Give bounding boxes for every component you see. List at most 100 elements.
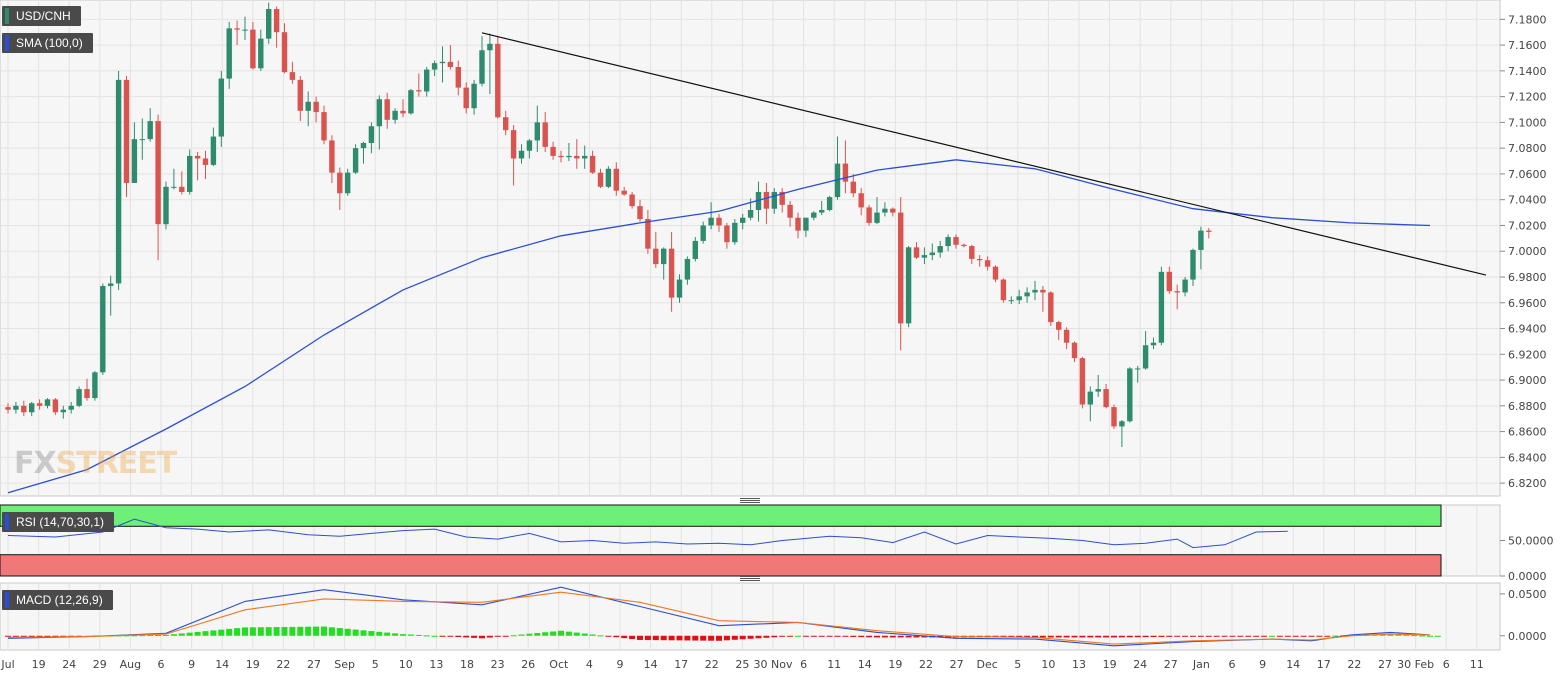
candle-down xyxy=(510,130,517,159)
price-y-tick-label: 6.8800 xyxy=(1508,400,1547,413)
macd-hist-bar-neg xyxy=(5,635,11,637)
candle-up xyxy=(92,372,98,399)
x-tick-label: 19 xyxy=(1103,658,1117,671)
macd-hist-bar-neg xyxy=(1324,635,1331,637)
x-tick-label: Oct xyxy=(549,658,569,671)
macd-hist-bar-neg xyxy=(471,635,478,638)
rsi-label[interactable]: RSI (14,70,30,1) xyxy=(2,512,115,532)
symbol-label[interactable]: USD/CNH xyxy=(2,6,81,26)
macd-hist-bar-neg xyxy=(1229,635,1236,637)
candle-down xyxy=(273,9,280,33)
macd-hist-bar-neg xyxy=(1055,635,1062,638)
rsi-y-tick-label: 50.0000 xyxy=(1508,535,1554,548)
candle-down xyxy=(123,79,130,183)
macd-y-tick-label: 0.0500 xyxy=(1508,588,1547,601)
macd-hist-bar-pos xyxy=(139,635,146,637)
macd-hist-bar-neg xyxy=(1300,635,1307,637)
macd-hist-bar-neg xyxy=(1008,635,1015,638)
macd-hist-bar-neg xyxy=(1197,635,1204,637)
x-tick-label: 14 xyxy=(215,658,229,671)
macd-hist-bar-neg xyxy=(771,635,778,638)
candle-down xyxy=(866,207,872,223)
macd-hist-bar-pos xyxy=(273,627,280,636)
macd-hist-bar-neg xyxy=(905,635,912,638)
candle-down xyxy=(321,112,327,141)
sma-label[interactable]: SMA (100,0) xyxy=(2,33,93,53)
macd-pane-bg xyxy=(0,582,1501,651)
candle-up xyxy=(882,208,888,213)
macd-hist-bar-pos xyxy=(368,631,375,636)
candle-down xyxy=(455,66,461,88)
macd-label[interactable]: MACD (12,26,9) xyxy=(2,590,113,610)
candle-down xyxy=(234,28,240,30)
macd-color-swatch xyxy=(5,592,9,608)
macd-hist-bar-pos xyxy=(344,628,351,636)
x-tick-label: 24 xyxy=(62,658,76,671)
sma-line xyxy=(7,159,1431,494)
candle-up xyxy=(431,63,438,70)
macd-hist-bar-pos xyxy=(194,631,201,636)
macd-hist-bar-pos xyxy=(510,635,517,637)
rsi-line xyxy=(7,518,1288,549)
candle-up xyxy=(479,50,485,84)
pane-resize-handle-1[interactable] xyxy=(740,498,760,503)
candle-up xyxy=(905,247,912,324)
candle-up xyxy=(218,78,224,137)
macd-hist-bar-neg xyxy=(660,635,667,641)
candle-up xyxy=(605,168,612,187)
candle-down xyxy=(1048,292,1054,323)
x-tick-label: 19 xyxy=(32,658,46,671)
x-tick-label: 26 xyxy=(521,658,535,671)
candle-up xyxy=(471,83,477,109)
rsi-y-tick-label: 0.0000 xyxy=(1508,570,1547,583)
macd-hist-bar-neg xyxy=(755,635,762,639)
x-tick-label: 30 Nov xyxy=(754,658,793,671)
macd-hist-bar-pos xyxy=(226,628,233,636)
candle-up xyxy=(258,38,264,69)
candle-down xyxy=(297,79,303,111)
pane-resize-handle-2[interactable] xyxy=(740,576,760,581)
candle-up xyxy=(226,28,232,79)
macd-hist-bar-pos xyxy=(336,628,343,636)
macd-hist-bar-neg xyxy=(605,635,612,637)
rsi-text: RSI (14,70,30,1) xyxy=(16,515,105,529)
macd-hist-bar-neg xyxy=(1237,635,1244,637)
candle-down xyxy=(194,155,201,159)
macd-hist-bar-pos xyxy=(1387,634,1394,636)
candle-down xyxy=(202,158,209,165)
candle-up xyxy=(526,140,533,151)
candle-down xyxy=(36,403,43,406)
candle-up xyxy=(171,186,177,188)
candle-up xyxy=(392,110,398,120)
macd-hist-bar-pos xyxy=(297,626,304,636)
candle-up xyxy=(439,61,446,64)
trendline xyxy=(481,32,1487,276)
candle-down xyxy=(447,61,454,67)
x-tick-label: 5 xyxy=(372,658,379,671)
macd-hist-bar-neg xyxy=(716,635,722,641)
macd-hist-bar-pos xyxy=(313,626,320,636)
candle-up xyxy=(108,283,114,287)
x-tick-label: 22 xyxy=(276,658,290,671)
candle-down xyxy=(1040,289,1046,293)
macd-hist-bar-neg xyxy=(684,635,691,641)
candle-down xyxy=(969,246,975,259)
macd-hist-bar-neg xyxy=(494,635,501,637)
macd-hist-bar-neg xyxy=(1016,635,1023,638)
candle-down xyxy=(84,389,90,399)
x-tick-label: 24 xyxy=(1133,658,1147,671)
macd-hist-bar-pos xyxy=(218,629,225,636)
macd-hist-bar-pos xyxy=(1332,635,1339,637)
x-tick-label: 14 xyxy=(1286,658,1300,671)
candle-up xyxy=(1024,292,1030,297)
macd-hist-bar-neg xyxy=(502,635,509,637)
macd-hist-bar-neg xyxy=(486,635,493,638)
macd-hist-bar-neg xyxy=(36,635,43,637)
macd-hist-bar-pos xyxy=(1269,635,1275,637)
macd-hist-bar-pos xyxy=(281,626,288,636)
macd-hist-bar-pos xyxy=(186,632,193,636)
candle-down xyxy=(155,121,161,225)
candle-down xyxy=(913,247,920,258)
candle-up xyxy=(360,143,367,149)
watermark-part2: STREET xyxy=(55,446,178,481)
